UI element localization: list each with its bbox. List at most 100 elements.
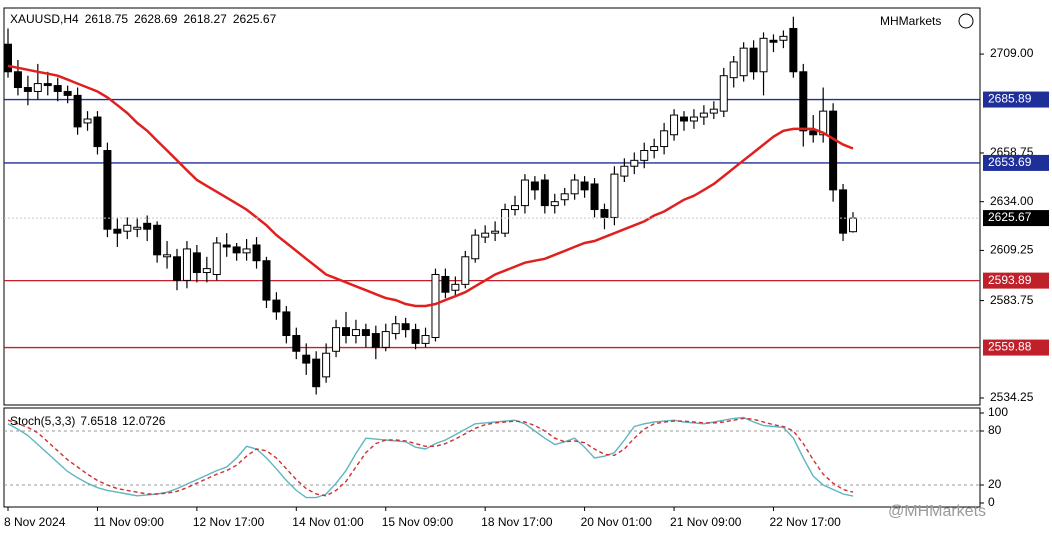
candle-body <box>401 323 410 331</box>
candle-body <box>719 75 728 112</box>
level-label: 2685.89 <box>988 92 1032 106</box>
candle-body <box>481 232 490 238</box>
price-box <box>983 210 1049 227</box>
x-tick-label: 8 Nov 2024 <box>4 515 66 529</box>
candle-body <box>222 244 231 248</box>
candle-body <box>441 275 450 293</box>
candle-body <box>699 112 708 118</box>
candle-body <box>501 209 510 234</box>
candle-body <box>640 150 649 161</box>
candle-body <box>789 27 798 73</box>
level-label: 2593.89 <box>988 273 1032 287</box>
candle-body <box>173 256 181 281</box>
candle-body <box>381 331 390 348</box>
stoch-tick-label: 100 <box>988 405 1008 419</box>
candle-body <box>431 274 440 338</box>
candle-body <box>689 116 698 122</box>
level-box <box>983 154 1049 171</box>
candle-body <box>93 116 102 148</box>
chart-header: XAUUSD,H4 2618.75 2628.69 2618.27 2625.67 <box>10 12 277 26</box>
ohlc-low: 2618.27 <box>183 12 227 26</box>
candle-body <box>103 150 112 230</box>
candle-body <box>560 193 569 201</box>
candle-body <box>23 87 32 92</box>
candle-body <box>163 254 172 258</box>
candle-body <box>322 352 331 378</box>
candle-body <box>530 181 539 191</box>
candle-body <box>550 201 559 207</box>
candle-body <box>839 189 848 234</box>
candle-body <box>660 130 669 148</box>
candle-body <box>73 94 82 128</box>
candle-body <box>540 179 549 207</box>
candle-body <box>113 228 122 234</box>
y-tick-label: 2609.25 <box>990 243 1034 257</box>
candle-body <box>63 90 72 96</box>
candle-body <box>262 260 271 301</box>
candle-body <box>471 234 480 260</box>
candle-body <box>332 327 341 352</box>
level-label: 2653.69 <box>988 155 1032 169</box>
candle-body <box>600 209 609 218</box>
level-label: 2559.88 <box>988 340 1032 354</box>
candle-body <box>709 108 718 114</box>
candle-body <box>4 43 12 73</box>
candle-body <box>182 248 191 281</box>
stoch-tick-label: 20 <box>988 477 1002 491</box>
candle-body <box>143 222 152 230</box>
series-line <box>7 64 854 308</box>
candle-body <box>819 110 828 136</box>
y-tick-label: 2634.00 <box>990 194 1034 208</box>
candle-body <box>242 248 251 254</box>
candle-body <box>580 181 589 191</box>
candle-body <box>282 311 291 337</box>
ohlc-open: 2618.75 <box>85 12 129 26</box>
candle-body <box>650 146 659 152</box>
candle-body <box>670 114 679 136</box>
candle-body <box>133 226 142 230</box>
candle-body <box>43 83 52 87</box>
y-tick-label: 2534.25 <box>990 390 1034 404</box>
series-line <box>7 417 854 497</box>
candle-body <box>302 354 311 364</box>
brand: MHMarkets <box>880 14 941 28</box>
price-label: 2625.67 <box>988 210 1032 224</box>
candle-body <box>511 205 519 211</box>
candle-body <box>610 173 619 218</box>
watermark: @MHMarkets <box>888 503 986 520</box>
candle-body <box>351 329 360 337</box>
y-tick-label: 2709.00 <box>990 46 1034 60</box>
stoch-title: Stoch(5,3,3) 7.6518 12.0726 <box>10 414 166 428</box>
candle-body <box>272 299 281 313</box>
candle-body <box>192 252 201 274</box>
candle-body <box>252 244 261 262</box>
stoch-tick-label: 0 <box>988 495 995 509</box>
symbol: XAUUSD,H4 <box>10 12 79 26</box>
candle-body <box>729 61 738 79</box>
candle-body <box>491 230 500 234</box>
candle-body <box>212 242 221 276</box>
x-tick-label: 11 Nov 09:00 <box>93 515 164 529</box>
candle-body <box>849 217 857 233</box>
candle-body <box>759 37 768 73</box>
candle-body <box>33 83 42 92</box>
candle-body <box>123 224 132 232</box>
candle-body <box>232 246 241 254</box>
candle-body <box>779 35 788 41</box>
candle-body <box>13 71 22 89</box>
x-tick-label: 15 Nov 09:00 <box>382 515 454 529</box>
brand-icon <box>958 13 974 29</box>
candle-body <box>53 85 62 92</box>
candle-body <box>680 116 688 122</box>
stoch-pane <box>3 407 981 508</box>
candle-body <box>361 329 370 337</box>
candle-body <box>570 179 579 195</box>
x-tick-label: 12 Nov 17:00 <box>193 515 265 529</box>
candle-body <box>312 358 321 388</box>
candle-body <box>520 179 529 207</box>
candle-body <box>799 71 808 132</box>
candle-body <box>292 335 301 352</box>
level-box <box>983 91 1049 108</box>
candle-body <box>590 183 599 211</box>
